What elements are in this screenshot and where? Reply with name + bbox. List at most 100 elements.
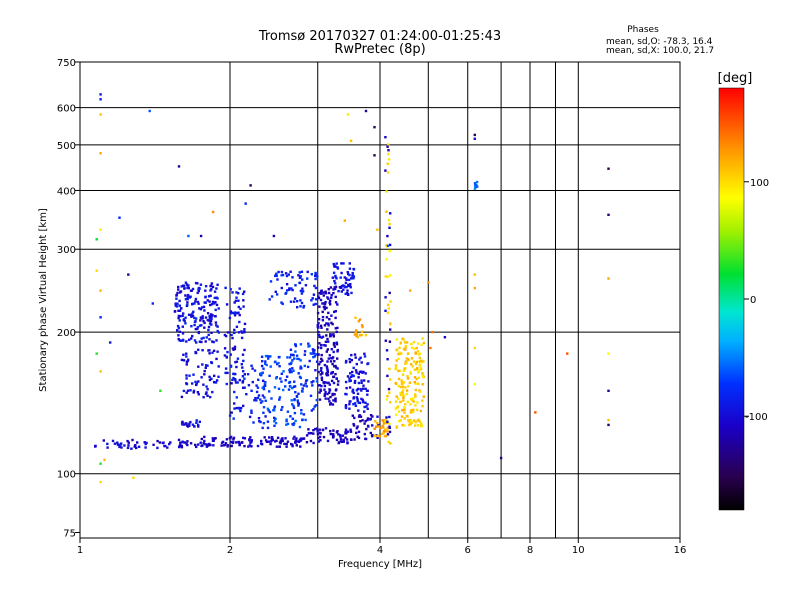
data-point <box>408 381 412 384</box>
data-point <box>348 377 351 380</box>
data-point <box>374 420 377 423</box>
data-point <box>213 381 216 384</box>
data-point <box>335 330 338 334</box>
data-point <box>193 316 196 320</box>
data-point <box>315 360 319 363</box>
data-point <box>180 422 184 425</box>
x-axis-label: Frequency [MHz] <box>338 559 422 570</box>
data-point <box>351 374 354 377</box>
data-point <box>408 423 411 427</box>
data-point <box>403 424 406 427</box>
data-point <box>313 349 316 352</box>
data-point <box>421 376 425 379</box>
data-point <box>177 288 180 291</box>
data-point <box>353 333 357 336</box>
data-point <box>304 418 307 422</box>
data-point <box>324 381 327 384</box>
data-point <box>349 286 352 289</box>
data-point <box>164 444 167 448</box>
data-point <box>327 322 330 325</box>
data-point <box>417 376 420 379</box>
data-point <box>327 291 331 295</box>
chart-subtitle: RwPretec (8p) <box>334 42 425 57</box>
data-point <box>131 438 134 442</box>
data-point <box>251 367 254 370</box>
data-point <box>406 375 409 378</box>
data-point <box>328 299 332 302</box>
data-point <box>326 328 329 331</box>
data-point <box>209 289 212 292</box>
data-point <box>201 315 204 318</box>
data-point <box>257 394 261 397</box>
data-point <box>181 420 184 424</box>
data-point <box>357 415 361 418</box>
data-point <box>316 311 320 315</box>
data-point <box>357 372 360 376</box>
data-point <box>277 356 281 359</box>
data-point <box>305 441 309 444</box>
data-point <box>329 303 332 306</box>
data-point <box>321 371 324 374</box>
data-point <box>260 364 264 368</box>
data-point <box>387 440 390 444</box>
data-point <box>401 391 404 394</box>
data-point <box>325 322 328 325</box>
data-point <box>199 319 202 322</box>
data-point <box>330 348 333 351</box>
data-point <box>382 430 386 433</box>
data-point <box>317 295 320 298</box>
data-point <box>145 441 148 445</box>
data-point <box>378 435 381 438</box>
data-point <box>341 284 345 287</box>
data-point <box>211 303 214 306</box>
data-point <box>180 395 184 399</box>
data-point <box>229 288 232 291</box>
data-point <box>309 439 313 443</box>
data-point <box>405 362 408 365</box>
data-point <box>275 272 278 275</box>
data-point <box>203 369 206 373</box>
data-point <box>363 379 366 382</box>
data-point <box>243 373 246 376</box>
data-point <box>332 288 335 291</box>
y-tick-label: 600 <box>57 104 76 115</box>
data-point <box>209 303 212 307</box>
data-point <box>365 405 368 408</box>
data-point <box>291 443 294 446</box>
data-point <box>319 346 323 350</box>
data-point <box>284 272 288 275</box>
data-point <box>328 391 331 394</box>
data-point <box>325 316 329 319</box>
data-point <box>229 310 233 313</box>
data-point <box>201 444 204 447</box>
data-point <box>274 421 278 425</box>
data-point <box>195 445 198 449</box>
data-point <box>335 262 338 265</box>
data-point <box>207 333 210 337</box>
data-point <box>261 400 264 403</box>
data-point <box>215 379 219 382</box>
data-point <box>318 384 321 387</box>
x-tick-label: 6 <box>465 545 471 556</box>
x-tick-label: 1 <box>77 545 83 556</box>
data-point <box>277 361 280 365</box>
data-point <box>250 411 253 414</box>
data-point <box>191 334 194 338</box>
data-point <box>233 378 237 381</box>
data-point <box>359 356 362 359</box>
data-point <box>414 421 417 424</box>
data-point <box>208 375 211 379</box>
data-point <box>299 305 302 308</box>
data-point <box>143 441 146 444</box>
data-point <box>233 407 236 410</box>
data-point <box>166 446 169 449</box>
data-point <box>176 324 180 328</box>
data-point <box>169 441 172 444</box>
data-point <box>275 445 279 448</box>
data-point <box>220 444 223 447</box>
data-point <box>190 315 193 318</box>
data-point <box>414 362 418 366</box>
data-point <box>320 336 323 339</box>
data-point <box>324 397 327 400</box>
data-point <box>185 377 188 380</box>
